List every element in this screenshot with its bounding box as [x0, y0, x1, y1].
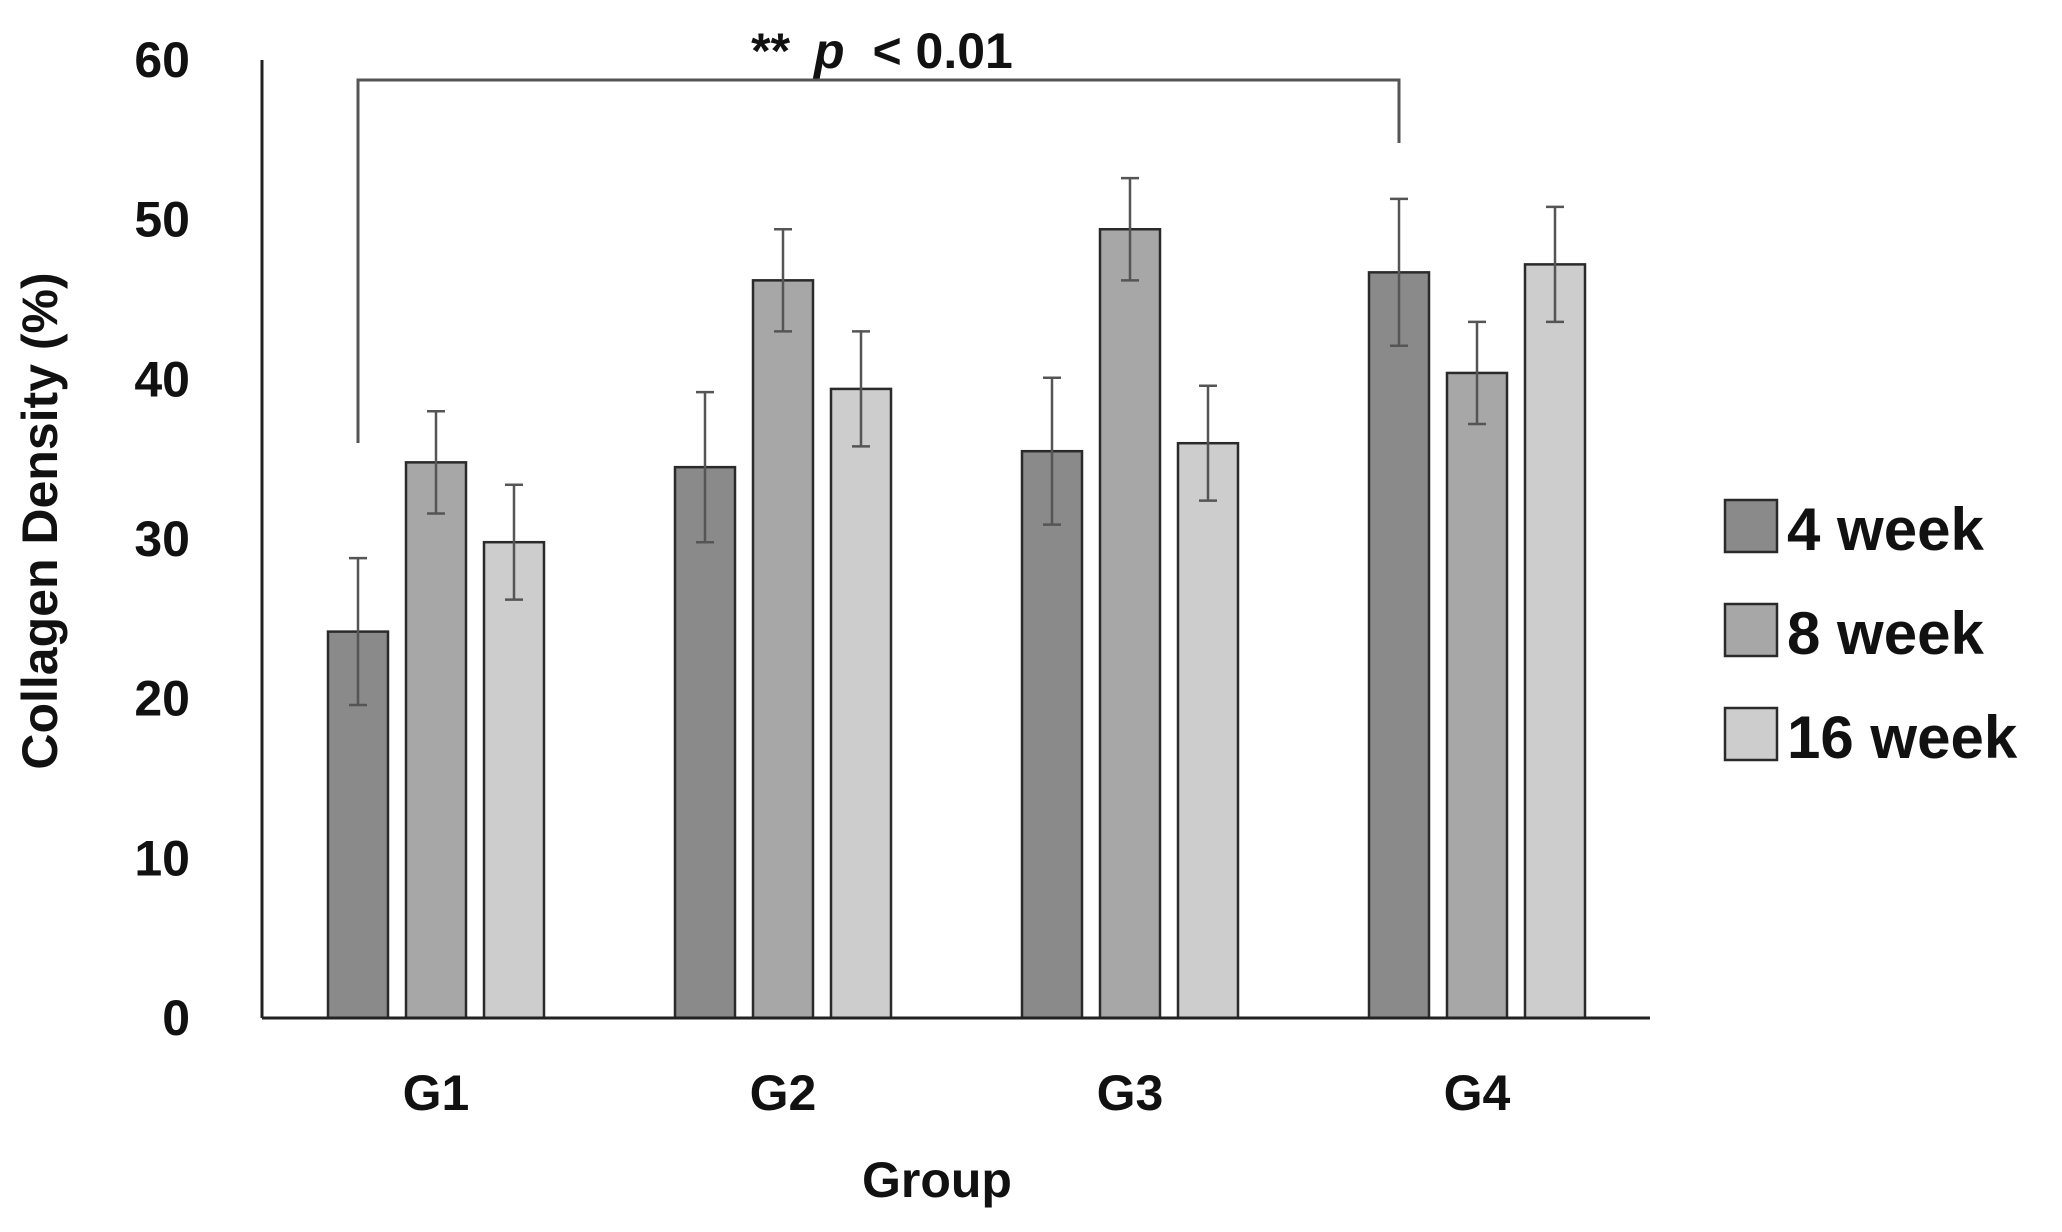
- bar-g3-8-week: [1098, 227, 1162, 1020]
- y-tick-label: 40: [134, 351, 190, 407]
- error-bar-g1-8-week: [427, 410, 445, 515]
- bar-g4-4-week: [1367, 271, 1431, 1020]
- significance-threshold: < 0.01: [872, 23, 1012, 79]
- y-axis-title: Collagen Density (%): [12, 272, 68, 769]
- bar-g3-4-week: [1020, 449, 1084, 1020]
- error-bar-g2-4-week: [696, 390, 714, 544]
- significance-stars: **: [751, 23, 790, 79]
- axes-layer: [260, 60, 1650, 1020]
- legend-item-16-week: 16 week: [1723, 704, 2018, 771]
- bar-g1-16-week: [482, 540, 546, 1020]
- legend-swatch: [1723, 602, 1779, 658]
- legend-label: 16 week: [1787, 704, 2018, 771]
- significance-bracket: [356, 78, 1401, 443]
- error-bar-g2-16-week: [852, 330, 870, 448]
- x-tick-label-g1: G1: [403, 1065, 470, 1121]
- bar-g4-8-week: [1445, 371, 1509, 1020]
- error-bar-g2-8-week: [774, 227, 792, 333]
- x-tick-label-g2: G2: [750, 1065, 817, 1121]
- legend-swatch: [1723, 706, 1779, 762]
- legend-label: 8 week: [1787, 600, 1984, 667]
- error-bars-layer: [349, 176, 1564, 707]
- x-axis-title: Group: [862, 1152, 1012, 1208]
- bar-g1-8-week: [404, 461, 468, 1020]
- y-tick-labels: 0 10 20 30 40 50 60: [134, 32, 190, 1046]
- y-tick-label: 10: [134, 830, 190, 886]
- error-bar-g4-16-week: [1546, 205, 1564, 324]
- legend: 4 week 8 week 16 week: [1723, 496, 2018, 771]
- error-bar-g4-4-week: [1390, 197, 1408, 348]
- y-tick-label: 0: [162, 990, 190, 1046]
- bar-g2-4-week: [673, 465, 737, 1020]
- legend-item-8-week: 8 week: [1723, 600, 1984, 667]
- error-bar-g1-4-week: [349, 556, 367, 707]
- x-tick-label-g3: G3: [1097, 1065, 1164, 1121]
- error-bar-g3-8-week: [1121, 176, 1139, 282]
- error-bar-g3-4-week: [1043, 376, 1061, 526]
- legend-swatch: [1723, 498, 1779, 554]
- x-tick-label-g4: G4: [1444, 1065, 1511, 1121]
- significance-annotation: ** p < 0.01: [356, 23, 1401, 443]
- y-tick-label: 20: [134, 671, 190, 727]
- y-tick-label: 50: [134, 192, 190, 248]
- significance-label: ** p < 0.01: [751, 23, 1013, 79]
- y-tick-label: 60: [134, 32, 190, 88]
- significance-p-symbol: p: [812, 23, 845, 79]
- bar-g2-8-week: [751, 279, 815, 1020]
- bar-g2-16-week: [829, 387, 893, 1020]
- bar-g3-16-week: [1176, 441, 1240, 1020]
- x-tick-labels: G1 G2 G3 G4: [403, 1065, 1511, 1121]
- error-bar-g3-16-week: [1199, 384, 1217, 502]
- bars-layer: [326, 227, 1587, 1020]
- legend-label: 4 week: [1787, 496, 1984, 563]
- error-bar-g1-16-week: [505, 483, 523, 601]
- y-tick-label: 30: [134, 511, 190, 567]
- bar-g4-16-week: [1523, 263, 1587, 1020]
- legend-item-4-week: 4 week: [1723, 496, 1984, 563]
- error-bar-g4-8-week: [1468, 320, 1486, 426]
